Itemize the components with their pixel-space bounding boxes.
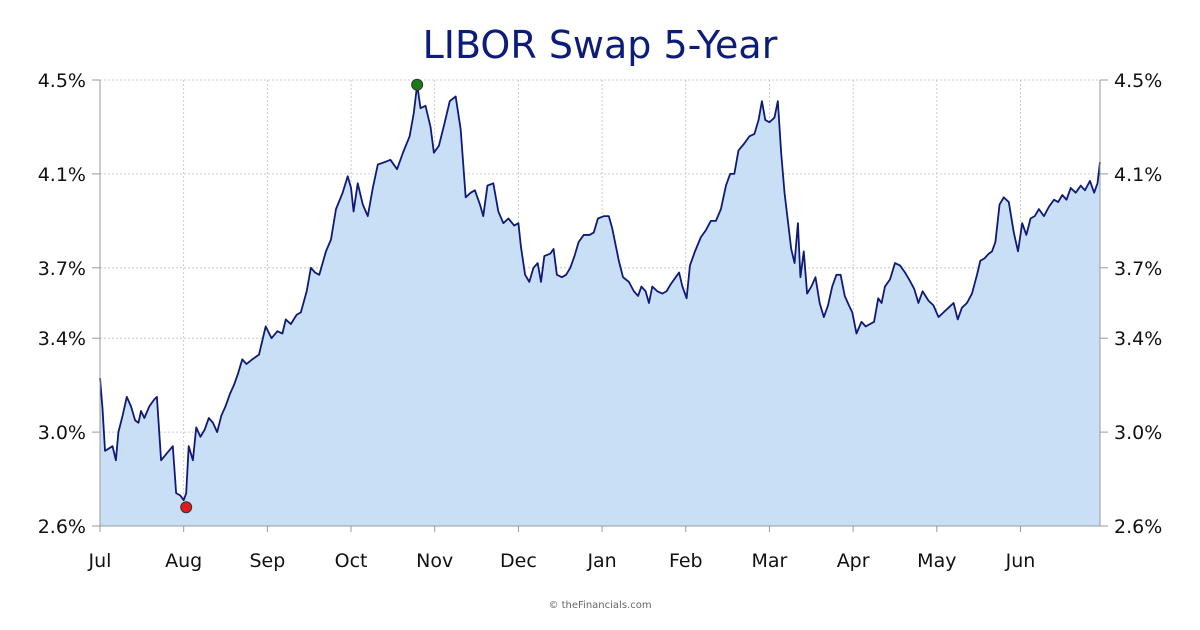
y-tick-label-left: 2.6% (38, 516, 86, 538)
y-tick-label-left: 4.1% (38, 164, 86, 186)
low-marker (180, 501, 193, 514)
x-tick-label: Jul (88, 550, 112, 572)
x-tick-label: Aug (165, 550, 202, 572)
y-tick-label-right: 3.0% (1114, 422, 1162, 444)
x-tick-label: Jun (1005, 550, 1036, 572)
y-tick-label-left: 4.5% (38, 70, 86, 92)
y-tick-label-right: 2.6% (1114, 516, 1162, 538)
marker-layer (180, 78, 424, 514)
y-tick-label-left: 3.7% (38, 258, 86, 280)
x-tick-label: May (917, 550, 956, 572)
x-tick-label: Jan (586, 550, 616, 572)
x-tick-label: Apr (837, 550, 870, 572)
chart-title: LIBOR Swap 5-Year (423, 23, 778, 67)
y-tick-label-right: 4.1% (1114, 164, 1162, 186)
y-tick-label-left: 3.4% (38, 328, 86, 350)
y-tick-label-right: 3.4% (1114, 328, 1162, 350)
labels-layer: 4.5% 4.5% 4.1% 4.1% 3.7% 3.7% 3.4% 3.4% 3.0% 3.0%… (38, 70, 1163, 572)
series-line (99, 83, 1101, 502)
x-tick-label: Nov (416, 550, 453, 572)
x-tick-label: Feb (669, 550, 703, 572)
axis-layer (92, 79, 1108, 532)
y-tick-label-right: 3.7% (1114, 258, 1162, 280)
y-tick-label-right: 4.5% (1114, 70, 1162, 92)
x-tick-label: Mar (752, 550, 788, 572)
x-tick-label: Dec (500, 550, 537, 572)
y-tick-label-left: 3.0% (38, 422, 86, 444)
series-area (100, 84, 1100, 526)
x-tick-label: Sep (249, 550, 285, 572)
x-tick-label: Oct (335, 550, 368, 572)
series-layer (99, 83, 1101, 526)
high-marker (411, 78, 424, 91)
chart-credit: © theFinancials.com (548, 600, 651, 611)
